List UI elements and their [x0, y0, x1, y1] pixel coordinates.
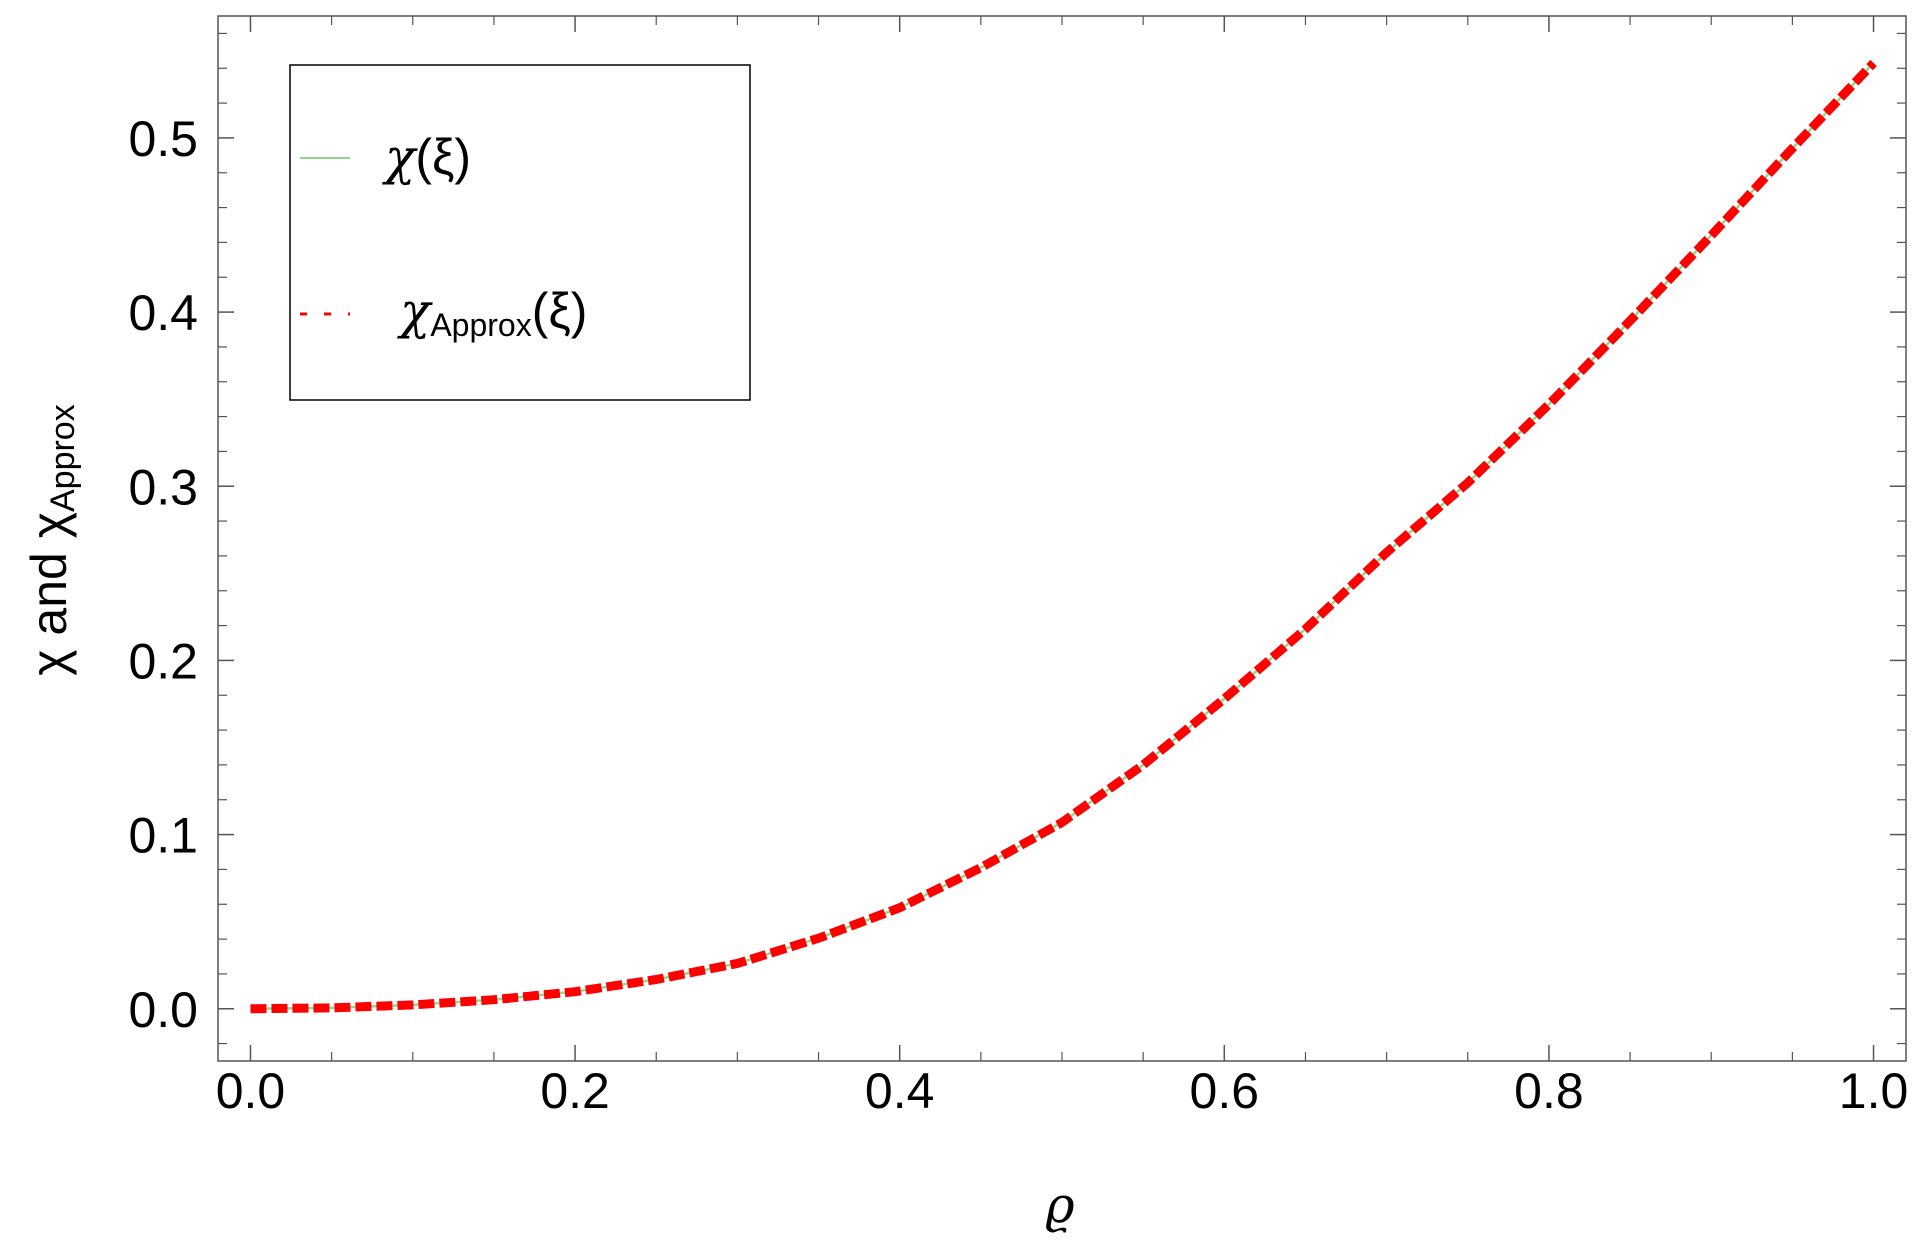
x-tick-label: 0.8	[1514, 1063, 1584, 1119]
x-axis-label: ϱ	[1045, 1176, 1075, 1234]
x-tick-label: 0.4	[865, 1063, 935, 1119]
x-tick-label: 0.0	[216, 1063, 286, 1119]
y-tick-label: 0.2	[128, 633, 198, 689]
legend-label-series-2: χApprox(ξ)	[397, 282, 587, 343]
y-tick-label: 0.0	[128, 982, 198, 1038]
legend-2-subscript: Approx	[430, 307, 531, 343]
legend-2-symbol: χ	[397, 282, 433, 340]
series-layer	[250, 59, 1877, 1014]
legend-box	[289, 64, 751, 401]
y-tick-label: 0.5	[128, 111, 198, 167]
series-line-2	[250, 59, 1877, 1014]
y-axis-label-main: χ and χ	[21, 512, 77, 676]
x-tick-label: 0.6	[1190, 1063, 1260, 1119]
plot-frame	[217, 15, 1907, 1062]
legend-label-series-1: χ(ξ)	[382, 128, 471, 186]
y-tick-label: 0.3	[128, 459, 198, 515]
x-tick-label: 1.0	[1839, 1063, 1909, 1119]
y-tick-label: 0.1	[128, 808, 198, 864]
y-tick-label: 0.4	[128, 285, 198, 341]
tick-labels: 0.0 0.2 0.4 0.6 0.8 1.0 0.0 0.1 0.2 0.3 0.4 0.5	[128, 111, 1908, 1119]
y-axis-label-group: χ and χApprox	[21, 404, 82, 675]
legend-1-argument: (ξ)	[415, 129, 471, 185]
legend: χ(ξ) χApprox(ξ)	[289, 64, 751, 401]
axis-ticks	[218, 16, 1906, 1061]
y-axis-label: χ and χApprox	[21, 404, 82, 675]
legend-1-symbol: χ	[382, 128, 418, 186]
legend-2-argument: (ξ)	[532, 283, 588, 339]
y-axis-label-subscript: Approx	[44, 404, 82, 512]
x-tick-label: 0.2	[540, 1063, 610, 1119]
